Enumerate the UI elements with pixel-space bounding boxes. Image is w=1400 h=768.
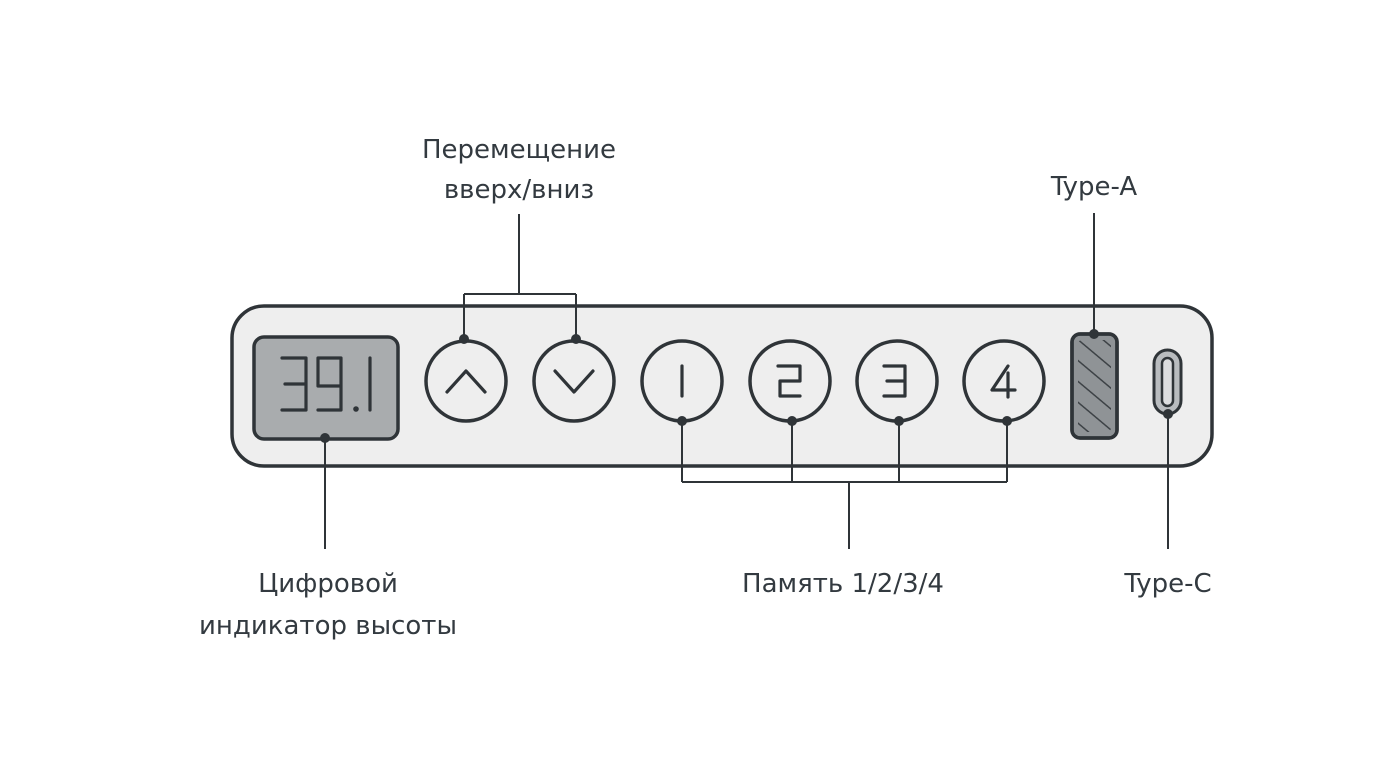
move-label-line-1: Перемещение: [422, 135, 616, 165]
up-button[interactable]: [424, 339, 508, 423]
chevron-down-icon: [553, 369, 595, 394]
display-digits: [280, 356, 372, 412]
type-c-label: Type-C: [1123, 569, 1211, 599]
type-a-leader-line: [1089, 213, 1099, 339]
usb-type-a-port: [1070, 332, 1119, 440]
type-a-label: Type-A: [1050, 172, 1138, 202]
display-screen: [252, 335, 400, 441]
type-c-leader-line: [1163, 409, 1173, 549]
display-label-line-2: индикатор высоты: [199, 611, 457, 641]
down-button[interactable]: [532, 339, 616, 423]
chevron-up-icon: [445, 369, 487, 394]
display-leader-line: [320, 433, 330, 549]
display-label-line-1: Цифровой: [258, 569, 398, 599]
memory-leader-lines: [677, 416, 1012, 549]
move-leader-lines: [459, 214, 581, 344]
move-label-line-2: вверх/вниз: [444, 175, 594, 205]
memory-label: Память 1/2/3/4: [742, 569, 944, 599]
memory-button-3[interactable]: 3: [855, 339, 939, 423]
memory-button-2[interactable]: 2: [748, 339, 832, 423]
height-display: 39.1: [252, 335, 400, 441]
memory-button-1[interactable]: 1: [640, 339, 724, 423]
memory-button-4[interactable]: 4: [962, 339, 1046, 423]
usb-type-c-port: [1152, 348, 1183, 416]
